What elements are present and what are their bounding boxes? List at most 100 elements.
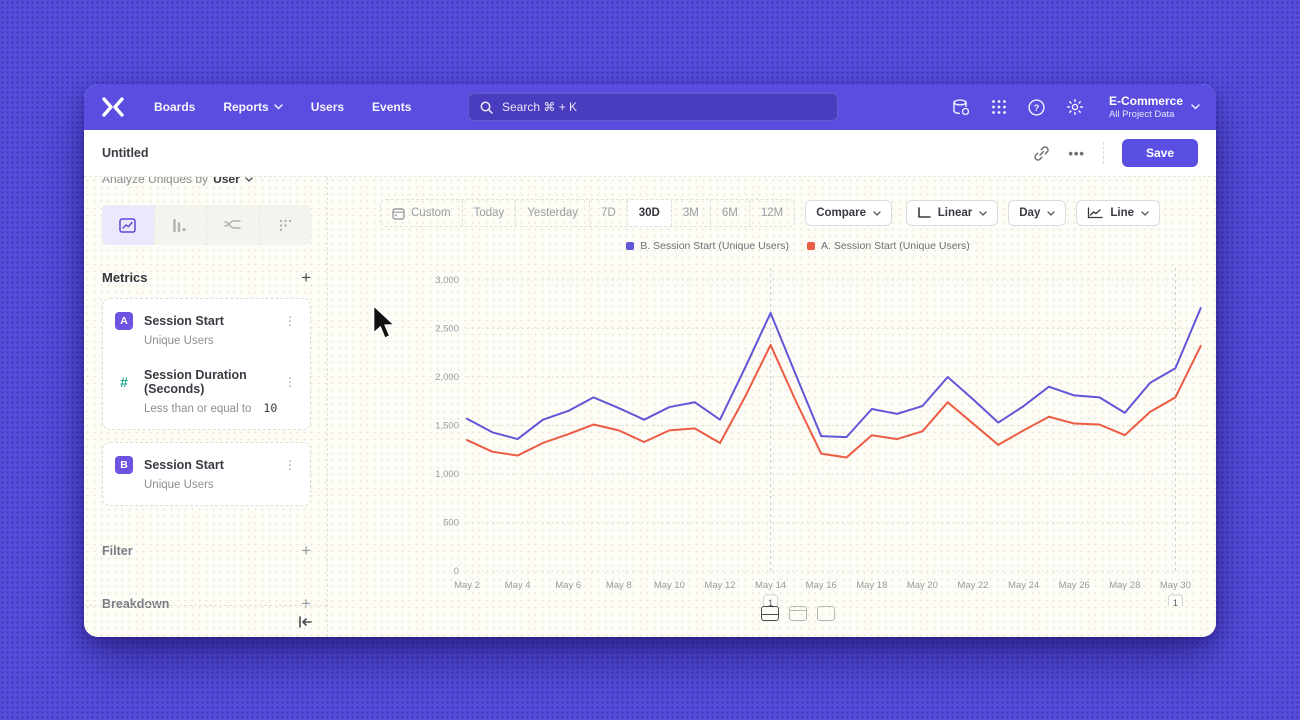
report-header: Untitled ••• Save <box>84 130 1216 177</box>
header-actions: ••• Save <box>1033 139 1198 167</box>
tab-metric-view[interactable] <box>258 205 312 245</box>
metric-subtitle[interactable]: Unique Users <box>144 479 214 491</box>
more-options-button[interactable]: ••• <box>1068 145 1085 161</box>
metric-item-duration[interactable]: # Session Duration (Seconds) ⋮ <box>103 358 310 399</box>
metric-menu-icon[interactable]: ⋮ <box>284 375 296 389</box>
chart-pane: Custom Today Yesterday 7D 30D 3M 6M 12M … <box>328 177 1216 637</box>
layout-full-chart-button[interactable] <box>817 606 835 621</box>
collapse-sidebar-icon[interactable] <box>298 615 313 628</box>
svg-text:May 12: May 12 <box>704 580 735 591</box>
metric-subtitle[interactable]: Unique Users <box>144 335 214 347</box>
svg-text:May 22: May 22 <box>957 580 988 591</box>
report-canvas: Analyze Uniques by User <box>84 177 1216 637</box>
nav-menu: Boards Reports Users Events <box>154 100 411 114</box>
project-name: E-Commerce <box>1108 94 1183 108</box>
range-yesterday[interactable]: Yesterday <box>515 200 589 226</box>
range-custom[interactable]: Custom <box>381 200 462 226</box>
search-input[interactable]: Search ⌘ + K <box>468 93 838 121</box>
range-12m[interactable]: 12M <box>748 200 794 226</box>
settings-gear-icon[interactable] <box>1066 98 1084 116</box>
range-today[interactable]: Today <box>461 200 516 226</box>
svg-text:May 18: May 18 <box>856 580 887 591</box>
range-label: 6M <box>721 207 738 219</box>
range-7d[interactable]: 7D <box>589 200 627 226</box>
sidebar-footer <box>84 605 327 637</box>
divider <box>1102 142 1104 164</box>
chart-display-controls: Linear Day Line <box>896 200 1160 226</box>
condition-label: Less than or equal to <box>144 403 252 415</box>
apps-grid-icon[interactable] <box>991 99 1007 115</box>
svg-text:1: 1 <box>1173 598 1178 606</box>
share-link-icon[interactable] <box>1033 145 1050 162</box>
compare-label: Compare <box>816 207 867 219</box>
metric-menu-icon[interactable]: ⋮ <box>284 458 296 472</box>
nav-item-label: Boards <box>154 100 196 114</box>
svg-text:May 14: May 14 <box>755 580 786 591</box>
scale-label: Linear <box>937 207 973 219</box>
layout-chart-top-button[interactable] <box>789 606 807 621</box>
interval-dropdown[interactable]: Day <box>1008 200 1067 226</box>
legend-item-b[interactable]: B. Session Start (Unique Users) <box>626 240 789 252</box>
compare-button[interactable]: Compare <box>805 200 893 226</box>
bar-chart-icon <box>173 218 186 232</box>
chevron-down-icon <box>245 177 253 182</box>
svg-text:1,500: 1,500 <box>435 421 459 432</box>
svg-text:1,000: 1,000 <box>435 469 459 480</box>
mixpanel-logo-icon[interactable] <box>100 94 126 120</box>
line-type-icon <box>1088 207 1104 219</box>
svg-text:1: 1 <box>768 598 773 606</box>
line-chart[interactable]: 0 500 1,000 1,500 2,000 2,500 3,000 May 2 May 4 M… <box>416 254 1216 606</box>
analyze-by-label: Analyze Uniques by <box>102 177 209 186</box>
svg-text:0: 0 <box>454 566 459 577</box>
metric-item-a[interactable]: A Session Start ⋮ <box>103 302 310 333</box>
nav-item-boards[interactable]: Boards <box>154 100 195 114</box>
metric-item-b[interactable]: B Session Start ⋮ <box>103 446 310 477</box>
top-navbar: Boards Reports Users Events Search ⌘ + K <box>84 84 1216 130</box>
tab-line-chart[interactable] <box>102 205 154 245</box>
add-filter-button[interactable]: + <box>301 541 311 560</box>
breakdown-label: Breakdown <box>102 596 170 611</box>
scale-dropdown[interactable]: Linear <box>905 200 999 226</box>
analyze-by-value-dropdown[interactable]: User <box>213 177 240 186</box>
project-subtitle: All Project Data <box>1108 109 1175 120</box>
report-title[interactable]: Untitled <box>102 146 149 160</box>
data-management-icon[interactable] <box>952 98 970 116</box>
help-icon[interactable]: ? <box>1028 98 1045 116</box>
metric-menu-icon[interactable]: ⋮ <box>284 314 296 328</box>
query-builder-sidebar: Analyze Uniques by User <box>84 177 328 637</box>
nav-item-label: Events <box>372 100 412 114</box>
condition-value[interactable]: 10 <box>263 401 278 415</box>
range-3m[interactable]: 3M <box>670 200 710 226</box>
metrics-section-header: Metrics + <box>102 269 311 286</box>
svg-text:2,000: 2,000 <box>435 372 459 383</box>
search-icon <box>480 101 493 114</box>
metric-condition[interactable]: Less than or equal to 10 <box>103 399 310 426</box>
layout-split-view-button[interactable] <box>761 606 779 621</box>
nav-item-users[interactable]: Users <box>311 100 344 114</box>
range-label: 30D <box>638 207 660 219</box>
nav-item-events[interactable]: Events <box>372 100 411 114</box>
range-6m[interactable]: 6M <box>709 200 749 226</box>
metrics-title: Metrics <box>102 270 148 285</box>
nav-item-reports[interactable]: Reports <box>223 100 283 114</box>
project-switcher[interactable]: E-Commerce All Project Data <box>1109 94 1200 120</box>
add-breakdown-button[interactable]: + <box>301 594 311 613</box>
chart-type-dropdown[interactable]: Line <box>1076 200 1160 226</box>
metric-badge-a: A <box>115 312 133 330</box>
flow-icon <box>224 220 242 229</box>
svg-text:May 26: May 26 <box>1059 580 1090 591</box>
add-metric-button[interactable]: + <box>301 268 311 287</box>
range-label: Today <box>473 207 505 219</box>
range-label: 7D <box>601 207 616 219</box>
metric-name: Session Duration (Seconds) <box>144 368 247 396</box>
tab-bar-chart[interactable] <box>153 205 207 245</box>
visualization-tabs <box>102 205 311 245</box>
metric-group-card: A Session Start ⋮ Unique Users # Session… <box>102 298 311 430</box>
svg-text:May 20: May 20 <box>907 580 938 591</box>
tab-flow-chart[interactable] <box>206 205 259 245</box>
save-button[interactable]: Save <box>1121 139 1198 167</box>
analyze-by-row: Analyze Uniques by User <box>102 177 311 193</box>
svg-text:May 10: May 10 <box>654 580 685 591</box>
legend-item-a[interactable]: A. Session Start (Unique Users) <box>807 240 970 252</box>
range-30d[interactable]: 30D <box>626 200 671 226</box>
